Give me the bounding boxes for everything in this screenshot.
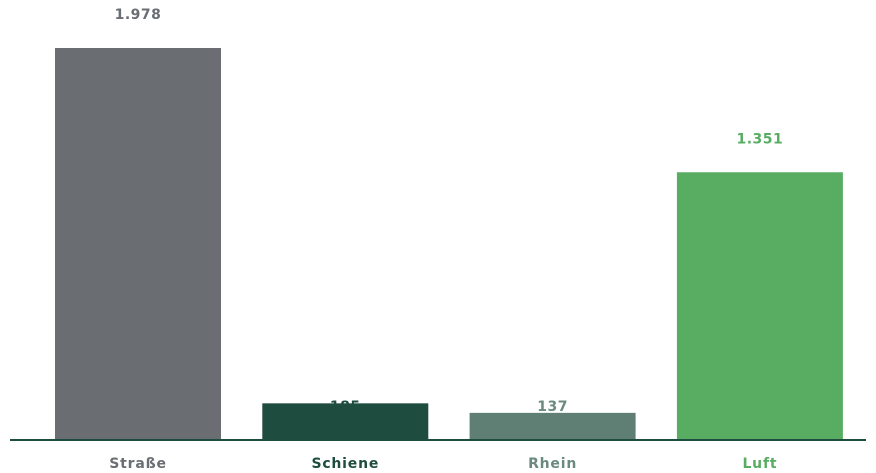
bar-rhein xyxy=(469,412,636,440)
value-label-luft: 1.351 xyxy=(737,131,784,147)
category-label-luft: Luft xyxy=(742,456,777,472)
category-labels-group: Straße Schiene Rhein Luft xyxy=(109,456,777,472)
bar-luft xyxy=(676,172,843,440)
value-label-strasse: 1.978 xyxy=(115,7,162,23)
value-labels-group: 1.978 185 137 1.351 xyxy=(115,7,784,415)
value-label-schiene: 185 xyxy=(330,399,361,415)
bar-schiene xyxy=(262,403,429,440)
bar-strasse xyxy=(55,48,221,440)
category-label-rhein: Rhein xyxy=(528,456,577,472)
category-label-strasse: Straße xyxy=(109,456,167,472)
value-label-rhein: 137 xyxy=(537,399,568,415)
category-label-schiene: Schiene xyxy=(311,456,379,472)
bars-group xyxy=(55,48,843,440)
